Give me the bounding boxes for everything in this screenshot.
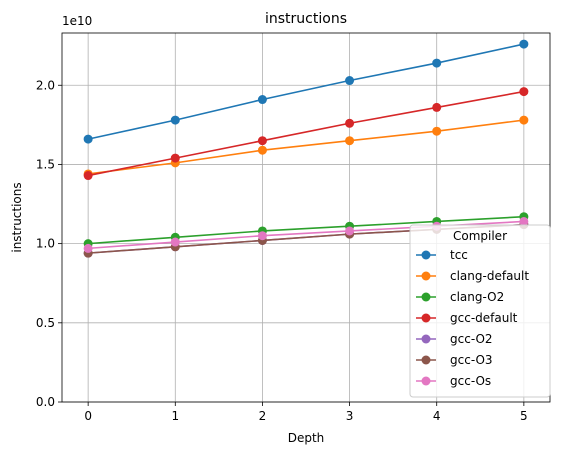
y-tick-label: 1.0: [36, 237, 55, 251]
data-point: [257, 136, 267, 146]
x-tick-label: 2: [259, 409, 267, 423]
legend-item: gcc-O3: [416, 353, 493, 367]
data-point: [519, 115, 529, 125]
data-point: [83, 171, 93, 181]
legend-label: gcc-default: [450, 311, 518, 325]
y-axis-label: instructions: [10, 182, 24, 252]
legend-label: gcc-Os: [450, 374, 491, 388]
legend-label: clang-default: [450, 269, 529, 283]
series-line: [88, 119, 524, 175]
series-line: [87, 43, 525, 140]
y-tick-label: 0.0: [36, 395, 55, 409]
legend-marker: [421, 271, 431, 281]
data-point: [432, 58, 442, 68]
legend-label: gcc-O2: [450, 332, 493, 346]
y-tick-label: 1.5: [36, 157, 55, 171]
series-tcc: [83, 39, 529, 144]
data-point: [345, 118, 355, 128]
axis-ticks: 0 1 2 3 4 5 0.0 0.5 1.0 1.5 2.0: [36, 78, 528, 423]
legend-item: tcc: [416, 248, 468, 262]
x-axis-label: Depth: [288, 431, 325, 445]
data-point: [519, 39, 529, 49]
legend-marker: [421, 334, 431, 344]
data-point: [170, 115, 180, 125]
data-point: [257, 231, 267, 241]
legend-marker: [421, 313, 431, 323]
data-point: [83, 134, 93, 144]
x-tick-label: 5: [520, 409, 528, 423]
data-point: [345, 136, 355, 146]
y-tick-label: 2.0: [36, 78, 55, 92]
data-point: [257, 95, 267, 105]
data-point: [519, 216, 529, 226]
series-line: [88, 215, 524, 245]
legend-marker: [421, 355, 431, 365]
y-tick-label: 0.5: [36, 316, 55, 330]
x-tick-label: 4: [433, 409, 441, 423]
legend-item: clang-O2: [416, 290, 504, 304]
data-point: [257, 145, 267, 155]
legend-label: clang-O2: [450, 290, 504, 304]
data-point: [432, 102, 442, 112]
data-point: [345, 226, 355, 236]
series-line: [87, 90, 525, 177]
legend: Compiler tcc clang-default clang-O2 gcc-defa…: [409, 224, 551, 398]
legend-item: gcc-O2: [416, 332, 493, 346]
series-gcc-default: [83, 87, 529, 181]
legend-marker: [421, 250, 431, 260]
x-tick-label: 1: [171, 409, 179, 423]
chart-title: instructions: [265, 11, 347, 27]
legend-label: tcc: [450, 248, 468, 262]
data-point: [519, 87, 529, 97]
x-tick-label: 0: [84, 409, 92, 423]
plot-frame: [61, 32, 551, 403]
legend-title: Compiler: [453, 229, 507, 243]
legend-marker: [421, 376, 431, 386]
legend-item: gcc-Os: [416, 374, 491, 388]
y-axis-offset-text: 1e10: [62, 14, 92, 28]
legend-item: clang-default: [416, 269, 529, 283]
legend-label: gcc-O3: [450, 353, 493, 367]
data-point: [170, 153, 180, 163]
legend-item: gcc-default: [416, 311, 518, 325]
data-point: [170, 237, 180, 247]
data-point: [345, 76, 355, 86]
legend-box: [409, 224, 551, 398]
legend-marker: [421, 292, 431, 302]
data-point: [432, 126, 442, 136]
x-tick-label: 3: [346, 409, 354, 423]
data-point: [83, 243, 93, 253]
